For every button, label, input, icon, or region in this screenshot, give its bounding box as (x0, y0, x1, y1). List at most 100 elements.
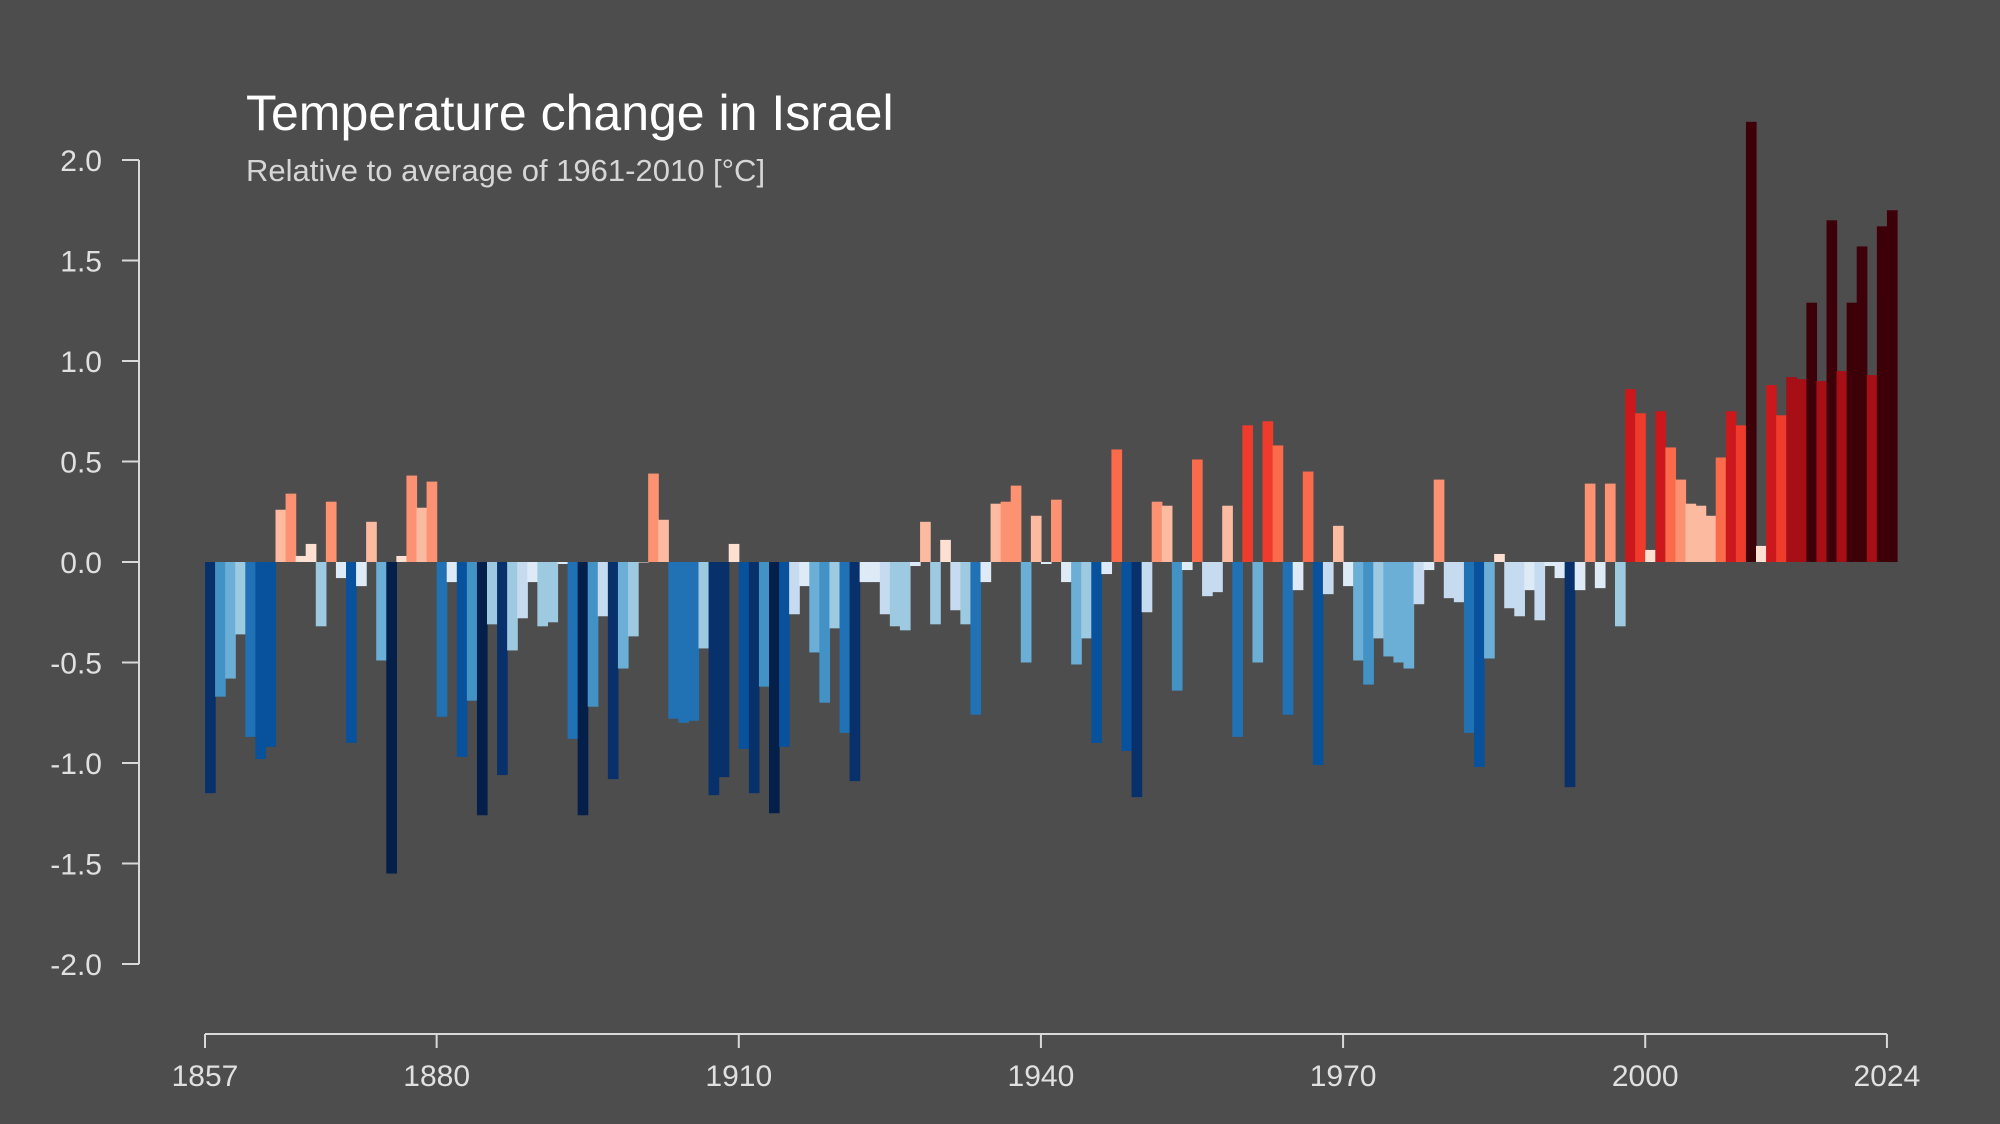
bar-1858 (215, 562, 226, 697)
bar-1910 (738, 562, 750, 749)
bar-1942 (1061, 562, 1072, 583)
bar-1938 (1020, 562, 1032, 663)
bar-1980 (1443, 562, 1455, 599)
bar-2018 (1826, 220, 1838, 563)
bar-1975 (1393, 562, 1405, 663)
bar-1961 (1252, 562, 1264, 663)
x-tick-label: 1880 (403, 1060, 470, 1093)
bar-1867 (305, 543, 317, 562)
bar-1862 (255, 562, 267, 759)
bar-1968 (1322, 562, 1334, 595)
bar-2007 (1715, 457, 1727, 562)
bar-1876 (396, 555, 408, 562)
bar-1890 (537, 562, 549, 627)
y-tick-label: 0.5 (60, 447, 102, 480)
bar-1983 (1474, 562, 1485, 768)
bar-1978 (1423, 562, 1435, 571)
y-tick-label: -2.0 (50, 949, 102, 982)
bar-1998 (1625, 389, 1636, 562)
bar-2016 (1806, 302, 1818, 562)
bar-1925 (889, 562, 901, 627)
bar-1875 (386, 562, 397, 874)
x-tick-label: 2024 (1854, 1060, 1921, 1093)
bar-1957 (1212, 562, 1223, 593)
bar-1894 (577, 562, 589, 816)
bar-1935 (990, 503, 1002, 562)
bar-1954 (1181, 562, 1193, 571)
y-tick-label: -0.5 (50, 648, 102, 681)
bar-1861 (245, 562, 256, 737)
bar-1970 (1343, 562, 1354, 587)
chart-title: Temperature change in Israel (246, 85, 894, 141)
bar-1966 (1302, 471, 1314, 562)
bar-1896 (597, 562, 609, 617)
bar-1997 (1615, 562, 1626, 627)
bar-1937 (1010, 485, 1022, 562)
y-tick-label: 1.0 (60, 346, 102, 379)
bar-1976 (1403, 562, 1415, 669)
bar-2017 (1816, 381, 1828, 562)
bar-1883 (466, 562, 478, 701)
bar-1951 (1151, 501, 1163, 562)
bar-1900 (638, 562, 649, 563)
bar-2024 (1886, 210, 1898, 562)
bar-1955 (1192, 459, 1203, 562)
bar-1931 (950, 562, 961, 611)
bar-1963 (1272, 445, 1284, 562)
bar-1901 (648, 473, 659, 562)
bar-1871 (346, 562, 357, 743)
bar-1868 (315, 562, 327, 627)
bar-1964 (1282, 562, 1294, 715)
bar-2014 (1786, 377, 1797, 562)
bar-1992 (1564, 562, 1576, 788)
bar-1996 (1604, 483, 1616, 562)
bar-1943 (1071, 562, 1082, 665)
y-tick-label: 1.5 (60, 246, 102, 279)
bar-1950 (1141, 562, 1153, 613)
bar-1899 (628, 562, 639, 637)
bar-1959 (1232, 562, 1243, 737)
bar-1982 (1463, 562, 1475, 733)
bar-1886 (497, 562, 508, 776)
bar-1920 (839, 562, 851, 733)
bar-1877 (406, 475, 418, 562)
bar-1916 (799, 562, 810, 587)
bar-1884 (476, 562, 488, 816)
bar-1860 (235, 562, 246, 635)
bar-1863 (265, 562, 277, 747)
bar-1991 (1554, 562, 1566, 579)
bar-1969 (1333, 525, 1344, 562)
bar-1857 (205, 562, 216, 794)
bar-1990 (1544, 562, 1556, 567)
x-tick-label: 2000 (1612, 1060, 1679, 1093)
bar-1904 (678, 562, 690, 723)
bar-1995 (1594, 562, 1606, 589)
bar-1984 (1484, 562, 1495, 659)
y-axis: 2.0 1.5 1.0 0.5 0.0 -0.5 -1.0 -1.5 -2.0 (50, 145, 140, 982)
bar-1872 (356, 562, 367, 587)
bar-2000 (1645, 549, 1656, 562)
bar-1902 (658, 519, 669, 562)
bar-2023 (1876, 226, 1888, 562)
bar-2006 (1705, 515, 1717, 562)
bar-1898 (617, 562, 629, 669)
bar-1985 (1494, 553, 1505, 562)
bar-1921 (849, 562, 861, 782)
bar-1974 (1383, 562, 1395, 657)
bar-1973 (1373, 562, 1384, 639)
bar-1911 (748, 562, 760, 794)
bar-1989 (1534, 562, 1546, 621)
bar-1895 (587, 562, 599, 707)
bar-1909 (728, 543, 740, 562)
bar-1859 (225, 562, 236, 679)
bar-1979 (1433, 479, 1445, 562)
bar-2001 (1655, 411, 1666, 562)
bar-1958 (1222, 505, 1233, 562)
bar-1926 (899, 562, 911, 631)
bar-1928 (920, 521, 931, 562)
bar-1885 (487, 562, 498, 625)
bar-1912 (758, 562, 770, 687)
bar-2013 (1776, 415, 1787, 562)
bar-1948 (1121, 562, 1133, 751)
bar-1882 (456, 562, 468, 757)
